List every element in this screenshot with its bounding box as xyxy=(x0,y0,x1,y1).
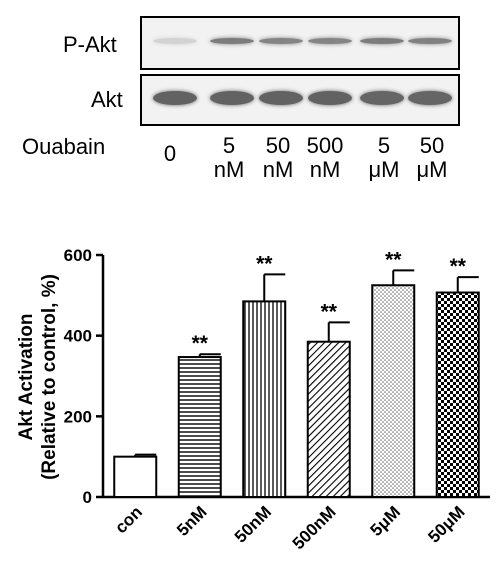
y-axis-subtitle: (Relative to control, %) xyxy=(39,274,60,480)
blot-row-label-p-akt: P-Akt xyxy=(63,32,117,57)
blot-band xyxy=(153,38,197,44)
bar-5nM xyxy=(177,356,222,498)
y-tick-label: 600 xyxy=(64,246,92,265)
blot-band xyxy=(360,91,404,105)
plot-area: 0 200 400 600 con ** 5nM ** 50nM ** 500nM ** 5μM ** 50… xyxy=(64,246,490,553)
bar-50nM xyxy=(242,300,287,498)
blot-band xyxy=(259,38,303,44)
significance-label: ** xyxy=(192,332,209,355)
x-tick-label: 5nM xyxy=(173,502,210,539)
lane-label-6: 50 μM xyxy=(416,133,448,182)
x-tick-label: 50μM xyxy=(424,502,468,546)
blot-row-p-akt xyxy=(140,16,460,70)
blot-band xyxy=(408,91,452,105)
akt-activation-bar-chart: Akt Activation (Relative to control, %) … xyxy=(16,246,490,553)
x-tick-label: con xyxy=(111,502,146,537)
bar-50μM xyxy=(435,291,480,499)
blot-row-akt xyxy=(140,74,460,126)
bar-5μM xyxy=(371,284,416,498)
x-tick-label: 500nM xyxy=(289,502,340,553)
y-tick-label: 200 xyxy=(64,407,92,426)
blot-row-label-akt: Akt xyxy=(91,87,123,112)
lane-label-2: 5 nM xyxy=(213,133,245,182)
blot-band xyxy=(308,91,352,105)
significance-label: ** xyxy=(450,255,467,278)
blot-band xyxy=(360,38,404,44)
treatment-label: Ouabain xyxy=(22,134,106,159)
blot-band xyxy=(210,38,254,44)
blot-band xyxy=(259,91,303,105)
blot-band xyxy=(210,91,254,105)
bar-con xyxy=(113,455,158,499)
significance-label: ** xyxy=(385,248,402,271)
blot-band xyxy=(308,38,352,44)
lane-label-5: 5 μM xyxy=(368,133,400,182)
y-tick-label: 400 xyxy=(64,327,92,346)
lane-label-1: 0 xyxy=(163,141,177,166)
significance-label: ** xyxy=(321,300,338,323)
significance-label: ** xyxy=(256,252,273,275)
blot-band xyxy=(153,91,197,105)
blot-band xyxy=(408,38,452,44)
lane-label-4: 500 nM xyxy=(306,133,344,182)
x-tick-label: 50nM xyxy=(231,502,275,546)
x-tick-label: 5μM xyxy=(367,502,404,539)
y-axis-title: Akt Activation xyxy=(16,313,37,440)
lane-label-3: 50 nM xyxy=(262,133,294,182)
bar-500nM xyxy=(306,340,351,499)
y-tick-label: 0 xyxy=(83,488,92,507)
